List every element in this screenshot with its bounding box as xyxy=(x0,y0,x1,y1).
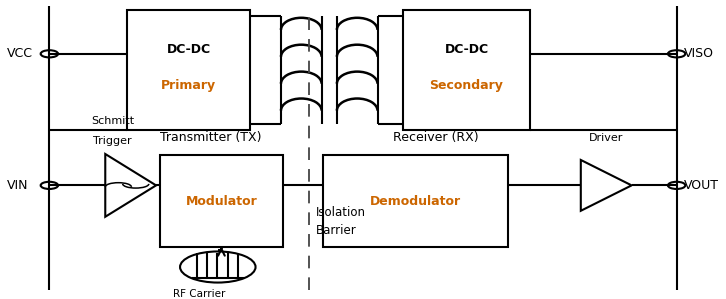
Text: VOUT: VOUT xyxy=(684,179,719,192)
Circle shape xyxy=(668,50,685,57)
Polygon shape xyxy=(105,154,156,217)
Text: DC-DC: DC-DC xyxy=(444,43,489,56)
Text: Demodulator: Demodulator xyxy=(370,195,461,208)
Circle shape xyxy=(41,182,58,189)
Text: Secondary: Secondary xyxy=(430,79,503,92)
Polygon shape xyxy=(581,160,632,211)
Text: Transmitter (TX): Transmitter (TX) xyxy=(160,131,261,144)
Polygon shape xyxy=(403,10,530,130)
Circle shape xyxy=(41,50,58,57)
Text: Receiver (RX): Receiver (RX) xyxy=(393,131,478,144)
Polygon shape xyxy=(160,155,283,247)
Circle shape xyxy=(668,182,685,189)
Text: Schmitt: Schmitt xyxy=(91,116,134,126)
Text: DC-DC: DC-DC xyxy=(167,43,211,56)
Text: Trigger: Trigger xyxy=(93,135,132,146)
Text: RF Carrier: RF Carrier xyxy=(174,289,226,298)
Text: Driver: Driver xyxy=(589,132,624,143)
Text: Modulator: Modulator xyxy=(186,195,257,208)
Polygon shape xyxy=(323,155,508,247)
Polygon shape xyxy=(127,10,250,130)
Text: VISO: VISO xyxy=(684,47,714,60)
Text: Isolation: Isolation xyxy=(316,206,366,219)
Text: VIN: VIN xyxy=(7,179,29,192)
Text: Barrier: Barrier xyxy=(316,224,356,237)
Text: VCC: VCC xyxy=(7,47,33,60)
Text: Primary: Primary xyxy=(161,79,216,92)
